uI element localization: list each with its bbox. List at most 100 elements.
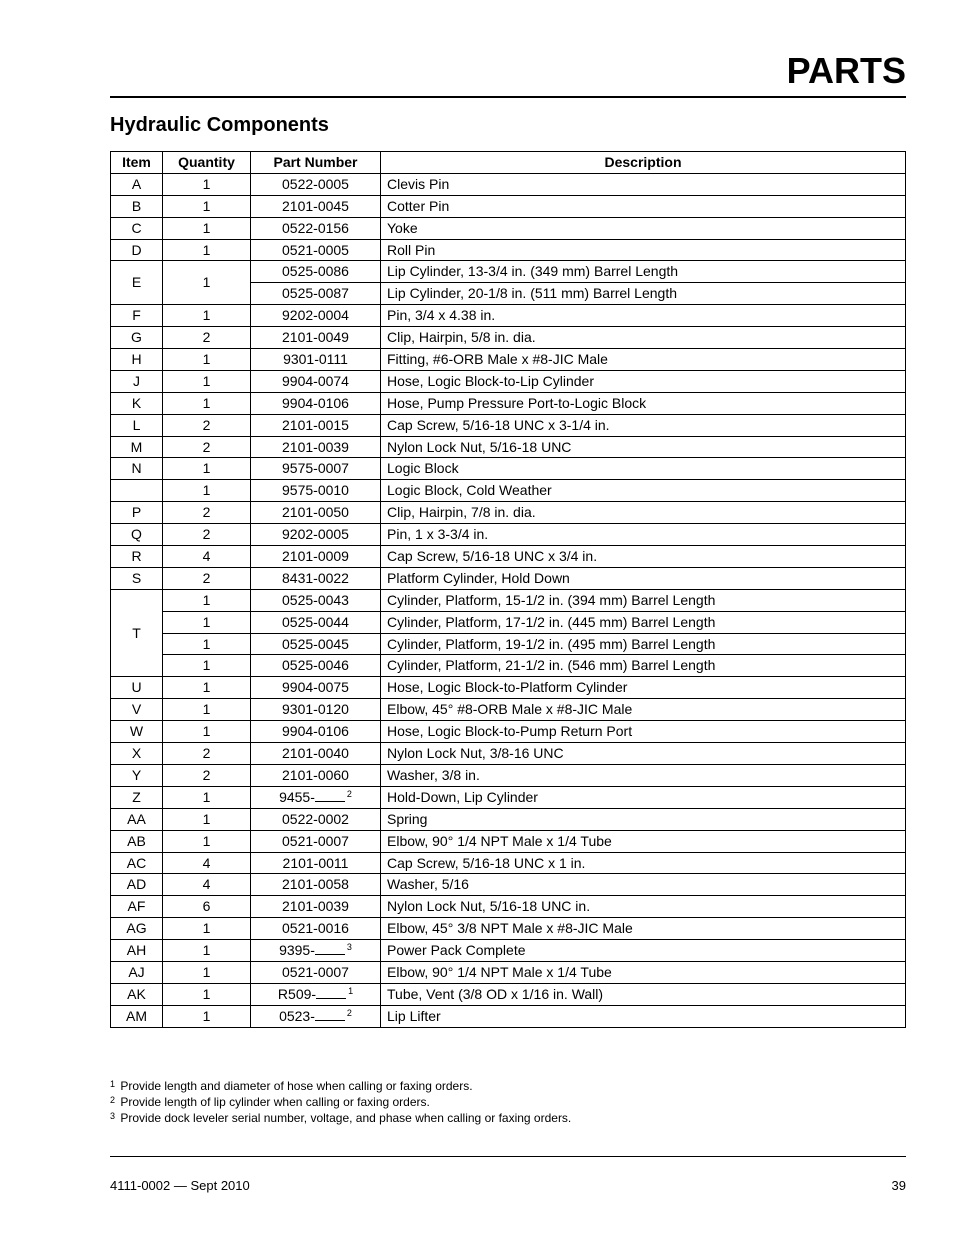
cell-item: K xyxy=(111,392,163,414)
table-row: H19301-0111Fitting, #6-ORB Male x #8-JIC… xyxy=(111,349,906,371)
cell-description: Elbow, 45° 3/8 NPT Male x #8-JIC Male xyxy=(381,918,906,940)
parts-table: Item Quantity Part Number Description A1… xyxy=(110,151,906,1028)
cell-item: W xyxy=(111,721,163,743)
cell-description: Hose, Logic Block-to-Lip Cylinder xyxy=(381,370,906,392)
cell-description: Nylon Lock Nut, 5/16-18 UNC in. xyxy=(381,896,906,918)
cell-qty: 1 xyxy=(163,392,251,414)
cell-description: Nylon Lock Nut, 3/8-16 UNC xyxy=(381,743,906,765)
footer-page-number: 39 xyxy=(892,1178,906,1193)
table-row: R42101-0009Cap Screw, 5/16-18 UNC x 3/4 … xyxy=(111,546,906,568)
cell-part-number: 9301-0111 xyxy=(251,349,381,371)
cell-description: Clip, Hairpin, 5/8 in. dia. xyxy=(381,327,906,349)
table-row: AK1R509-1Tube, Vent (3/8 OD x 1/16 in. W… xyxy=(111,983,906,1005)
col-header-qty: Quantity xyxy=(163,152,251,174)
section-title: Hydraulic Components xyxy=(110,114,906,137)
cell-part-number: 9904-0075 xyxy=(251,677,381,699)
cell-part-number: 0525-0044 xyxy=(251,611,381,633)
table-row: B12101-0045Cotter Pin xyxy=(111,195,906,217)
cell-description: Lip Cylinder, 20-1/8 in. (511 mm) Barrel… xyxy=(381,283,906,305)
cell-qty: 1 xyxy=(163,808,251,830)
cell-item: S xyxy=(111,567,163,589)
cell-part-number: 2101-0049 xyxy=(251,327,381,349)
col-header-item: Item xyxy=(111,152,163,174)
cell-qty: 1 xyxy=(163,611,251,633)
header-rule xyxy=(110,96,906,98)
cell-part-number: 2101-0011 xyxy=(251,852,381,874)
cell-item: X xyxy=(111,743,163,765)
cell-item: N xyxy=(111,458,163,480)
cell-item: Z xyxy=(111,786,163,808)
cell-qty: 1 xyxy=(163,480,251,502)
cell-description: Elbow, 90° 1/4 NPT Male x 1/4 Tube xyxy=(381,961,906,983)
cell-item: C xyxy=(111,217,163,239)
cell-qty: 1 xyxy=(163,983,251,1005)
table-row: AH19395-3Power Pack Complete xyxy=(111,940,906,962)
table-row: M22101-0039Nylon Lock Nut, 5/16-18 UNC xyxy=(111,436,906,458)
cell-part-number: 2101-0039 xyxy=(251,436,381,458)
cell-item: T xyxy=(111,589,163,677)
table-row: W19904-0106Hose, Logic Block-to-Pump Ret… xyxy=(111,721,906,743)
cell-part-number: 0521-0005 xyxy=(251,239,381,261)
table-row: AJ10521-0007Elbow, 90° 1/4 NPT Male x 1/… xyxy=(111,961,906,983)
table-row: N19575-0007Logic Block xyxy=(111,458,906,480)
cell-item: AF xyxy=(111,896,163,918)
cell-qty: 2 xyxy=(163,764,251,786)
cell-qty: 1 xyxy=(163,633,251,655)
cell-qty: 1 xyxy=(163,261,251,305)
cell-item: A xyxy=(111,173,163,195)
cell-part-number: 2101-0060 xyxy=(251,764,381,786)
cell-description: Cap Screw, 5/16-18 UNC x 3-1/4 in. xyxy=(381,414,906,436)
cell-qty: 1 xyxy=(163,961,251,983)
table-row: V19301-0120Elbow, 45° #8-ORB Male x #8-J… xyxy=(111,699,906,721)
cell-item: Y xyxy=(111,764,163,786)
footnote: 2 Provide length of lip cylinder when ca… xyxy=(110,1094,906,1110)
cell-qty: 1 xyxy=(163,721,251,743)
table-row: T10525-0043Cylinder, Platform, 15-1/2 in… xyxy=(111,589,906,611)
cell-part-number: 0525-0087 xyxy=(251,283,381,305)
table-row: G22101-0049Clip, Hairpin, 5/8 in. dia. xyxy=(111,327,906,349)
cell-qty: 6 xyxy=(163,896,251,918)
cell-description: Hold-Down, Lip Cylinder xyxy=(381,786,906,808)
cell-qty: 2 xyxy=(163,524,251,546)
cell-description: Tube, Vent (3/8 OD x 1/16 in. Wall) xyxy=(381,983,906,1005)
cell-item: AA xyxy=(111,808,163,830)
cell-description: Clevis Pin xyxy=(381,173,906,195)
table-row: 19575-0010Logic Block, Cold Weather xyxy=(111,480,906,502)
cell-item: E xyxy=(111,261,163,305)
cell-description: Platform Cylinder, Hold Down xyxy=(381,567,906,589)
cell-description: Hose, Pump Pressure Port-to-Logic Block xyxy=(381,392,906,414)
table-row: 10525-0045Cylinder, Platform, 19-1/2 in.… xyxy=(111,633,906,655)
cell-qty: 1 xyxy=(163,349,251,371)
cell-description: Pin, 1 x 3-3/4 in. xyxy=(381,524,906,546)
cell-part-number: 9575-0010 xyxy=(251,480,381,502)
cell-description: Spring xyxy=(381,808,906,830)
cell-qty: 2 xyxy=(163,743,251,765)
cell-qty: 4 xyxy=(163,874,251,896)
footnote-text: Provide length and diameter of hose when… xyxy=(117,1079,473,1093)
cell-part-number: 9301-0120 xyxy=(251,699,381,721)
cell-item: J xyxy=(111,370,163,392)
cell-item: H xyxy=(111,349,163,371)
cell-description: Washer, 3/8 in. xyxy=(381,764,906,786)
cell-part-number: R509-1 xyxy=(251,983,381,1005)
table-row: AF62101-0039Nylon Lock Nut, 5/16-18 UNC … xyxy=(111,896,906,918)
cell-part-number: 0522-0002 xyxy=(251,808,381,830)
cell-description: Logic Block xyxy=(381,458,906,480)
cell-qty: 1 xyxy=(163,677,251,699)
cell-part-number: 0523-2 xyxy=(251,1005,381,1027)
cell-part-number: 2101-0015 xyxy=(251,414,381,436)
cell-description: Nylon Lock Nut, 5/16-18 UNC xyxy=(381,436,906,458)
cell-qty: 1 xyxy=(163,1005,251,1027)
table-row: A10522-0005Clevis Pin xyxy=(111,173,906,195)
cell-description: Lip Cylinder, 13-3/4 in. (349 mm) Barrel… xyxy=(381,261,906,283)
cell-part-number: 9202-0005 xyxy=(251,524,381,546)
cell-description: Cylinder, Platform, 19-1/2 in. (495 mm) … xyxy=(381,633,906,655)
cell-part-number: 2101-0045 xyxy=(251,195,381,217)
cell-description: Cap Screw, 5/16-18 UNC x 3/4 in. xyxy=(381,546,906,568)
footnote: 3 Provide dock leveler serial number, vo… xyxy=(110,1110,906,1126)
cell-item: AK xyxy=(111,983,163,1005)
table-row: J19904-0074Hose, Logic Block-to-Lip Cyli… xyxy=(111,370,906,392)
table-row: AB10521-0007Elbow, 90° 1/4 NPT Male x 1/… xyxy=(111,830,906,852)
cell-item: AB xyxy=(111,830,163,852)
cell-qty: 4 xyxy=(163,546,251,568)
